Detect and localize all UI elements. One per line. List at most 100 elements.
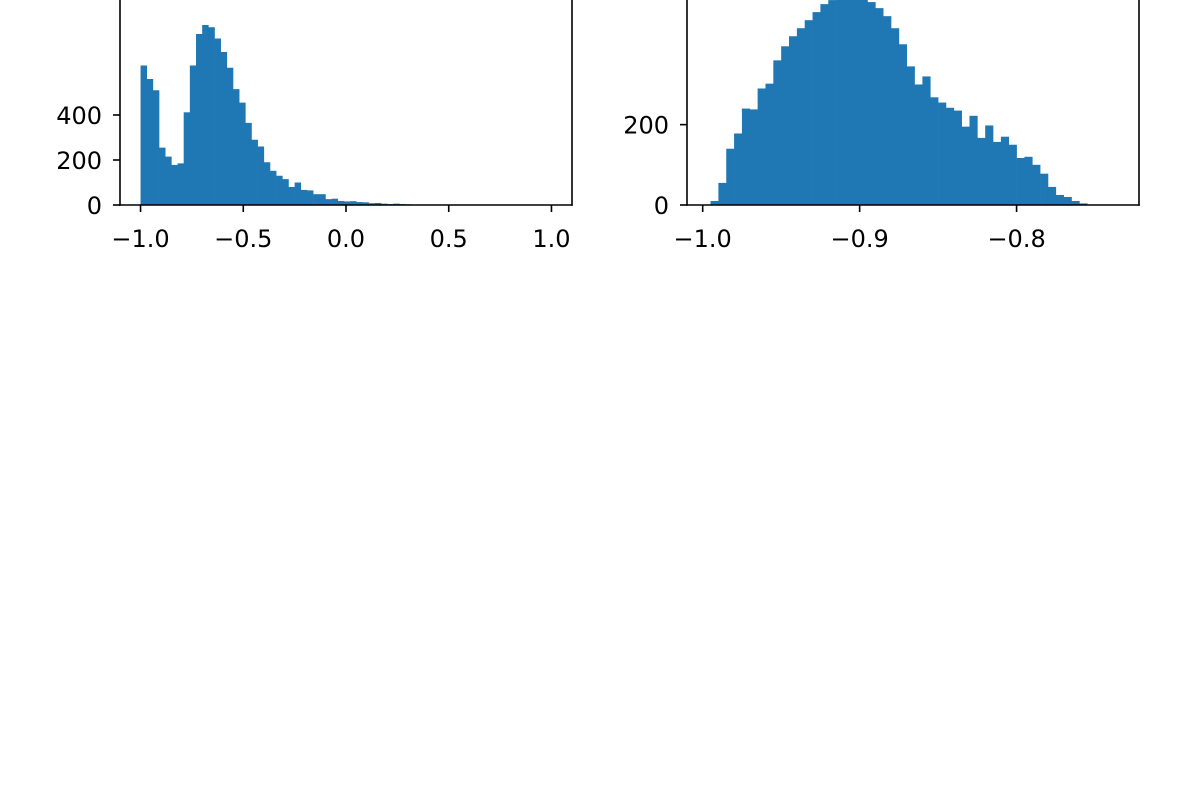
right-histogram-bar — [851, 0, 860, 205]
right-histogram-bar — [938, 102, 947, 205]
right-histogram-bar — [1055, 194, 1064, 205]
left-histogram-bar — [140, 65, 148, 205]
left-histogram-bar — [269, 170, 277, 205]
left-histogram-bar — [374, 202, 382, 205]
left-x-tick-label: 0.5 — [430, 225, 468, 253]
right-histogram-panel: −1.0 −0.9 −0.8 0 200 — [623, 0, 1140, 253]
left-histogram-bar — [257, 146, 265, 205]
right-histogram-bar — [843, 0, 853, 206]
left-histogram-bar — [325, 199, 332, 205]
left-histogram-panel: −1.0 −0.5 0.0 0.5 1.0 0 200 400 — [56, 0, 573, 253]
right-histogram-bar — [1040, 173, 1049, 205]
left-histogram-bar — [189, 65, 197, 205]
right-histogram-bar — [836, 0, 845, 205]
right-histogram-bars — [710, 0, 1088, 206]
right-histogram-y-axis: 0 200 — [623, 112, 687, 220]
right-histogram-bar — [789, 36, 798, 205]
right-histogram-bar — [914, 84, 923, 205]
left-histogram-x-axis: −1.0 −0.5 0.0 0.5 1.0 — [111, 205, 571, 253]
right-x-tick-label: −0.8 — [987, 225, 1045, 253]
left-histogram-bar — [245, 122, 252, 206]
right-histogram-bar — [867, 2, 876, 205]
right-histogram-spines — [686, 0, 1140, 206]
left-histogram-bar — [350, 201, 357, 205]
left-histogram-bar — [313, 194, 320, 205]
left-x-tick-label: 1.0 — [532, 225, 570, 253]
right-histogram-bar — [773, 60, 782, 205]
right-histogram-bar — [993, 141, 1002, 205]
left-histogram-bar — [208, 27, 215, 205]
right-histogram-bar — [1016, 157, 1025, 205]
left-y-tick-label: 0 — [87, 192, 102, 220]
right-histogram-x-axis: −1.0 −0.9 −0.8 — [674, 205, 1046, 253]
left-histogram-bar — [171, 164, 178, 205]
left-histogram-bar — [152, 90, 160, 205]
right-histogram-bar — [734, 133, 743, 205]
right-histogram-bar — [1047, 186, 1057, 205]
left-histogram-bar — [300, 189, 308, 205]
left-histogram-bars — [140, 25, 554, 206]
left-histogram-bar — [226, 67, 234, 205]
right-histogram-bar — [820, 4, 829, 205]
right-histogram-bar — [859, 0, 868, 205]
right-histogram-bar — [757, 88, 766, 205]
left-histogram-bar — [263, 162, 271, 205]
left-y-tick-label: 400 — [56, 102, 102, 130]
left-histogram-bar — [165, 156, 172, 206]
right-histogram-bar — [765, 83, 774, 205]
left-histogram-y-axis: 0 200 400 — [56, 102, 120, 220]
left-x-tick-label: 0.0 — [327, 225, 365, 253]
left-histogram-bar — [233, 89, 240, 206]
left-y-tick-label: 200 — [56, 147, 102, 175]
left-histogram-bar — [319, 194, 326, 205]
right-histogram-bar — [945, 107, 955, 205]
right-histogram-bar — [781, 46, 790, 205]
right-histogram-bar — [726, 148, 735, 205]
right-y-tick-label: 0 — [654, 192, 669, 220]
right-histogram-bar — [977, 137, 986, 205]
left-histogram-bar — [276, 175, 283, 205]
right-histogram-bar — [922, 76, 931, 206]
right-histogram-bar — [898, 44, 908, 205]
left-x-tick-label: −0.5 — [214, 225, 272, 253]
left-histogram-bar — [331, 198, 339, 205]
right-histogram-bar — [906, 66, 915, 205]
right-histogram-bar — [828, 0, 837, 206]
right-histogram-bar — [710, 200, 719, 205]
right-histogram-bar — [796, 28, 806, 206]
left-histogram-bar — [177, 163, 184, 206]
right-histogram-bar — [1000, 136, 1010, 205]
right-histogram-bar — [1063, 196, 1072, 205]
left-histogram-bar — [306, 190, 314, 206]
right-histogram-bar — [1071, 200, 1080, 205]
left-histogram-bar — [288, 187, 295, 205]
left-histogram-bar — [337, 200, 345, 205]
right-histogram-bar — [1008, 144, 1017, 205]
left-histogram-bar — [214, 38, 221, 205]
right-x-tick-label: −0.9 — [830, 225, 888, 253]
right-histogram-bar — [891, 28, 900, 206]
right-histogram-bar — [1024, 156, 1033, 205]
left-histogram-bar — [202, 25, 209, 205]
left-x-tick-label: −1.0 — [111, 225, 169, 253]
left-histogram-bar — [282, 179, 289, 206]
left-histogram-bar — [356, 202, 363, 205]
left-histogram-bar — [146, 79, 154, 205]
left-histogram-bar — [239, 102, 246, 206]
right-histogram-bar — [875, 8, 884, 206]
left-histogram-bar — [183, 112, 191, 205]
right-histogram-bar — [883, 16, 892, 205]
right-histogram-bar — [961, 126, 970, 205]
right-histogram-bar — [1032, 164, 1041, 205]
right-histogram-bar — [1079, 203, 1088, 205]
right-histogram-bar — [741, 108, 751, 205]
left-histogram-bar — [159, 147, 166, 206]
left-histogram-bar — [251, 139, 258, 205]
right-histogram-bar — [953, 110, 962, 205]
right-histogram-bar — [804, 20, 813, 206]
right-y-tick-label: 200 — [623, 112, 669, 140]
right-x-tick-label: −1.0 — [674, 225, 732, 253]
left-histogram-bar — [368, 203, 376, 205]
